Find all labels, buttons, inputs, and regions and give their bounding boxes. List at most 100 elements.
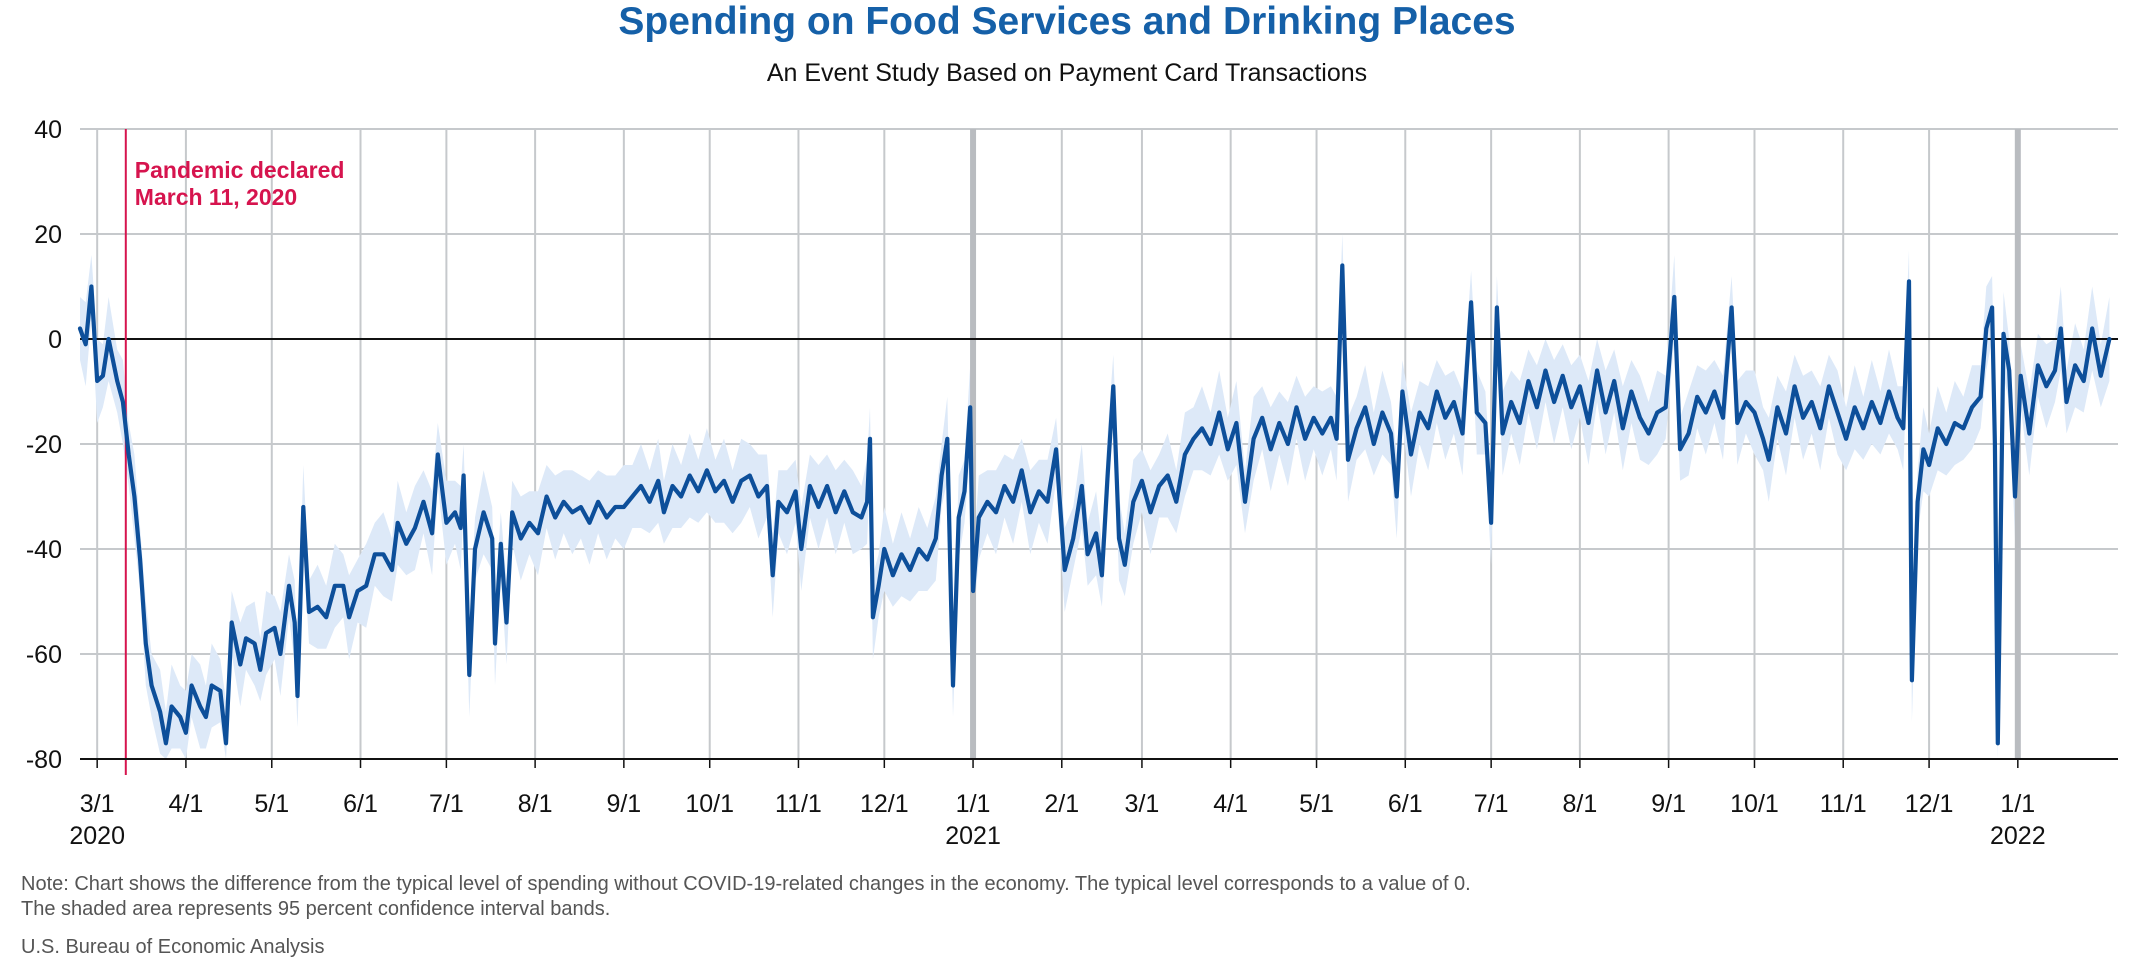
data-point — [1862, 427, 1865, 430]
data-point — [308, 611, 310, 613]
data-point — [1510, 401, 1512, 403]
x-year-label: 2022 — [1990, 822, 2046, 850]
data-point — [1269, 448, 1272, 451]
x-year-label: 2021 — [945, 822, 1001, 850]
data-point — [342, 585, 345, 587]
data-point — [382, 553, 385, 556]
data-point — [2100, 375, 2102, 377]
data-point — [1828, 385, 1830, 388]
data-point — [396, 522, 399, 524]
x-tick-label: 9/1 — [1651, 790, 1686, 818]
x-tick-label: 3/1 — [1125, 790, 1160, 818]
data-point — [422, 501, 425, 503]
data-point — [437, 453, 439, 456]
data-point — [1673, 296, 1676, 298]
data-point — [179, 716, 181, 718]
data-point — [826, 485, 828, 487]
data-point — [1570, 406, 1573, 409]
chart-subtitle: An Event Study Based on Payment Card Tra… — [766, 59, 1368, 87]
data-point — [127, 453, 130, 456]
source-credit: U.S. Bureau of Economic Analysis — [21, 936, 325, 958]
x-tick-label: 6/1 — [343, 790, 378, 818]
data-point — [731, 501, 734, 503]
data-point — [1579, 385, 1581, 388]
data-point — [365, 585, 368, 587]
x-tick-label: 11/1 — [1820, 790, 1867, 818]
data-point — [2091, 327, 2093, 330]
data-point — [935, 537, 937, 540]
data-point — [537, 532, 539, 535]
data-point — [84, 343, 87, 346]
x-tick-label: 12/1 — [860, 790, 909, 818]
x-tick-label: 11/1 — [775, 790, 822, 818]
data-point — [1613, 380, 1615, 382]
data-point — [680, 495, 682, 498]
data-point — [1836, 411, 1839, 414]
data-point — [133, 495, 136, 498]
data-point — [640, 485, 642, 487]
data-point — [239, 663, 242, 666]
data-point — [491, 537, 494, 540]
data-point — [2008, 369, 2010, 372]
data-point — [1561, 375, 1564, 377]
data-point — [1072, 537, 1074, 540]
data-point — [1745, 401, 1747, 403]
data-point — [139, 558, 141, 561]
data-point — [1991, 306, 1993, 309]
data-point — [259, 669, 262, 671]
data-point — [1985, 327, 1988, 330]
data-point — [96, 380, 98, 382]
data-point — [1484, 422, 1487, 424]
data-point — [528, 522, 531, 524]
data-point — [296, 695, 299, 697]
data-point — [1347, 459, 1349, 461]
data-point — [946, 438, 949, 440]
series-layer — [77, 263, 2112, 746]
data-point — [1730, 306, 1733, 309]
x-tick-label: 5/1 — [1299, 790, 1334, 818]
data-point — [302, 506, 305, 508]
data-point — [562, 501, 565, 503]
data-point — [2082, 380, 2085, 382]
data-point — [288, 585, 290, 587]
data-point — [1124, 564, 1126, 566]
data-point — [749, 474, 751, 477]
data-point — [1055, 448, 1057, 451]
data-point — [2045, 385, 2048, 388]
y-tick-label: -80 — [26, 746, 62, 774]
data-point — [597, 501, 599, 503]
x-tick-label: 8/1 — [518, 790, 553, 818]
data-point — [1768, 459, 1770, 461]
data-point — [1994, 443, 1996, 445]
data-point — [1647, 432, 1650, 435]
data-point — [1321, 432, 1324, 435]
data-point — [963, 490, 966, 493]
data-point — [777, 501, 780, 503]
data-point — [1166, 474, 1169, 477]
data-point — [1476, 411, 1478, 414]
data-point — [1175, 501, 1178, 503]
data-point — [1086, 553, 1089, 556]
data-point — [374, 553, 376, 556]
data-point — [740, 480, 742, 482]
data-point — [1312, 417, 1315, 419]
data-point — [631, 495, 634, 498]
data-point — [1381, 411, 1384, 414]
data-point — [1501, 432, 1504, 435]
data-point — [723, 480, 725, 482]
data-point — [571, 511, 574, 514]
data-point — [1063, 569, 1066, 571]
y-tick-label: 40 — [34, 116, 62, 144]
data-point — [697, 490, 700, 493]
data-point — [219, 690, 222, 692]
x-tick-label: 5/1 — [254, 790, 289, 818]
data-point — [869, 438, 871, 440]
x-tick-label: 4/1 — [169, 790, 204, 818]
data-point — [1911, 679, 1913, 682]
data-point — [391, 569, 393, 571]
data-point — [1630, 390, 1633, 393]
data-point — [468, 674, 471, 676]
data-point — [657, 480, 659, 482]
data-point — [1997, 742, 1999, 745]
data-point — [1330, 417, 1332, 419]
